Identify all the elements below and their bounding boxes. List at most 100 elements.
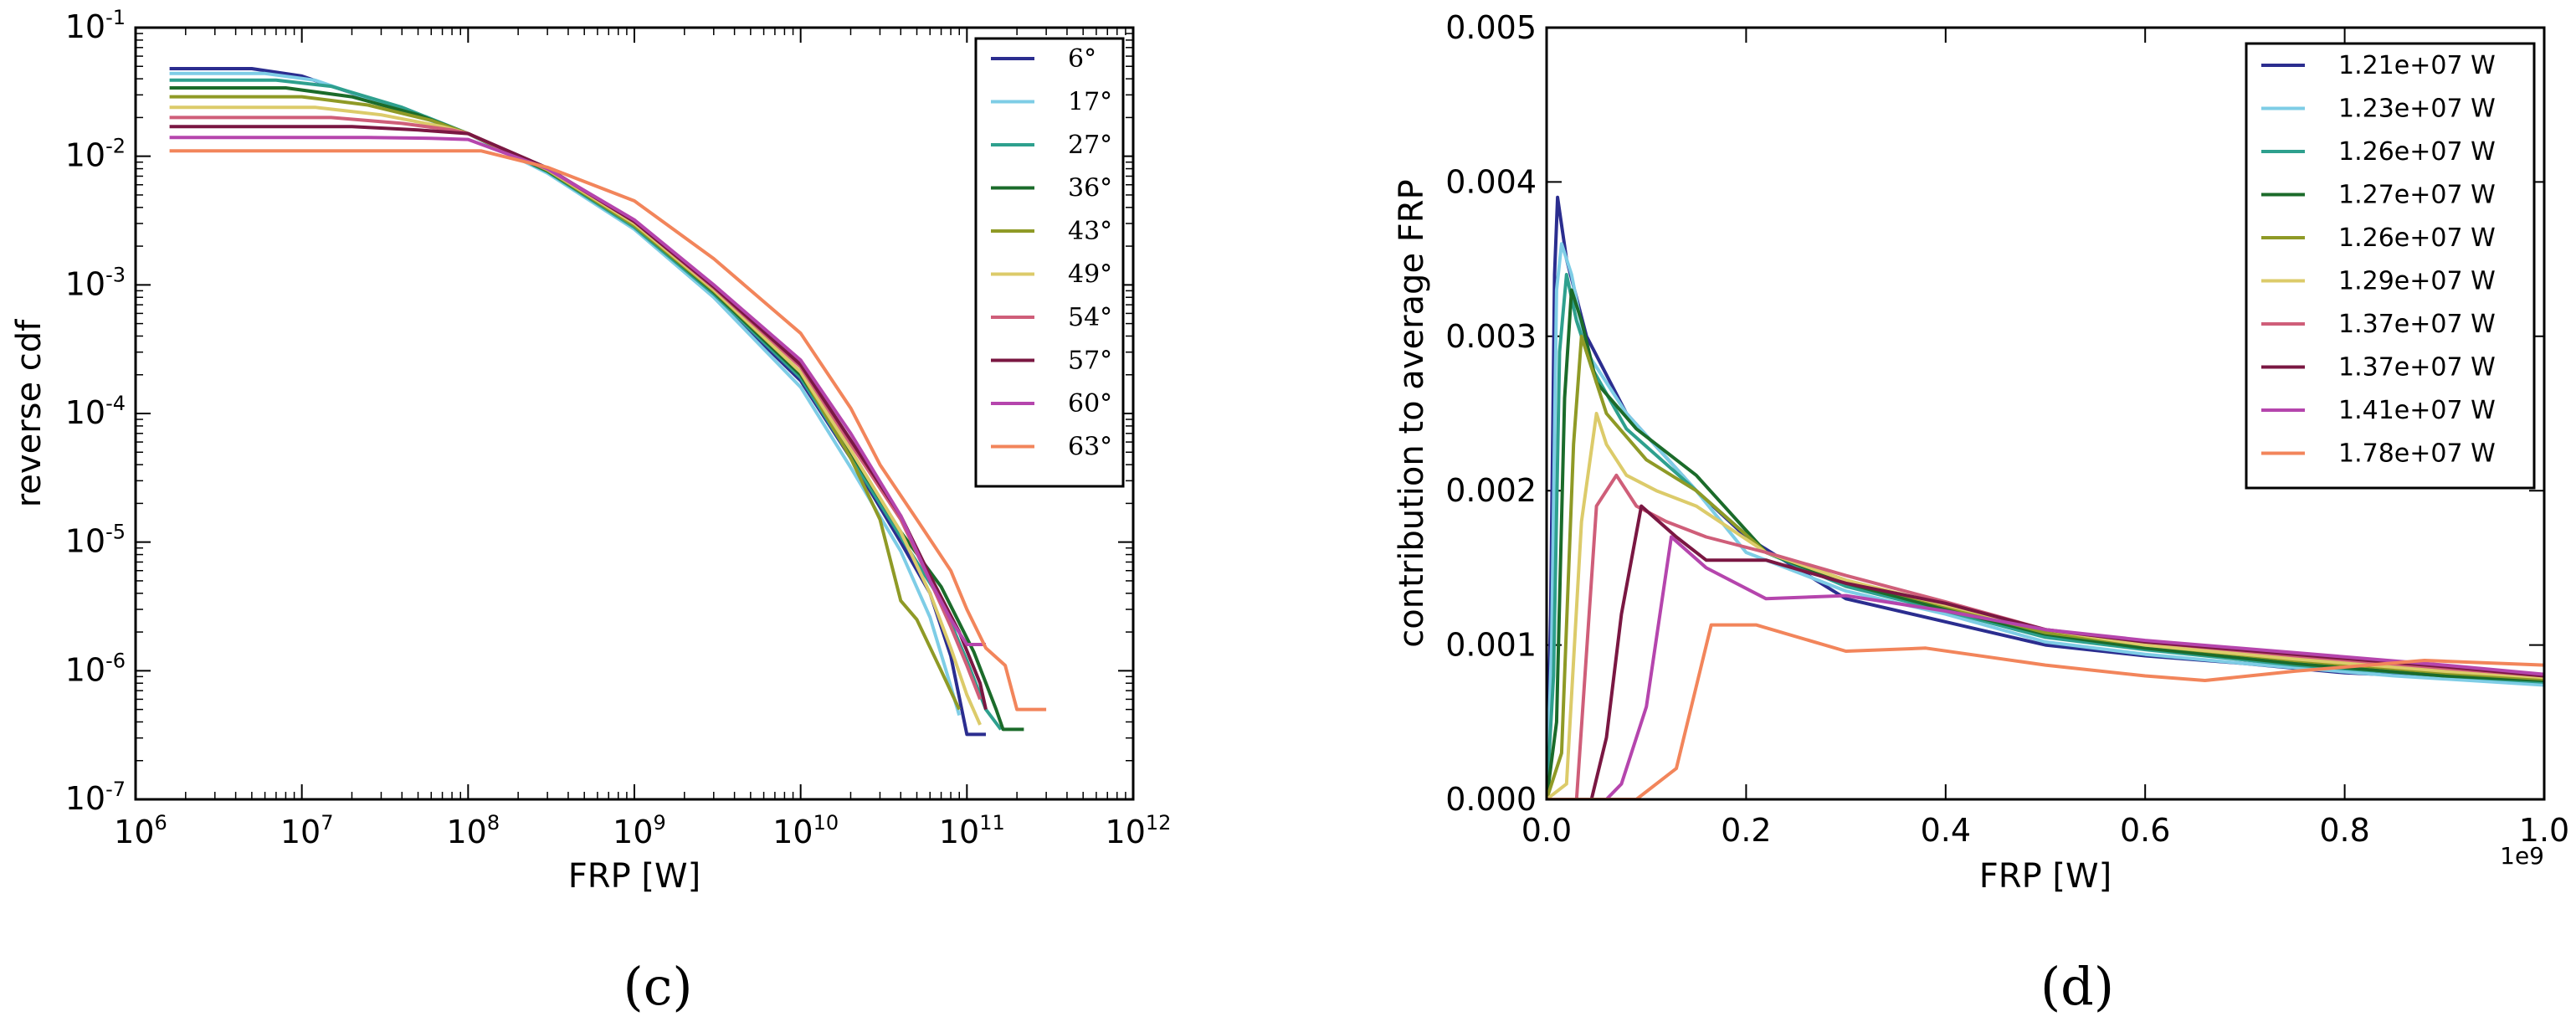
series-line-27°: [169, 78, 1003, 731]
series-line-63°: [169, 149, 1047, 711]
x-tick-label: 1010: [772, 811, 839, 850]
y-tick-base: 10: [65, 265, 105, 302]
x-tick-label: 0.2: [1721, 812, 1771, 849]
y-tick-label: 10-7: [65, 778, 126, 817]
y-tick-exponent: -6: [105, 649, 126, 672]
x-tick-label: 0.8: [2319, 812, 2369, 849]
series-line-60°: [169, 136, 986, 646]
x-tick-base: 10: [280, 814, 321, 850]
x-tick-label: 107: [280, 811, 334, 850]
series-line-49°: [169, 105, 982, 726]
series-group: [169, 67, 1047, 737]
y-tick-base: 10: [65, 780, 105, 817]
series-line-17°: [169, 71, 962, 716]
x-tick-label: 0.6: [2120, 812, 2170, 849]
y-tick-exponent: -5: [105, 521, 126, 544]
series-line-7: [1547, 504, 2544, 799]
legend: 6° 17° 27° 36° 43° 49° 54° 57° 60° 63°: [974, 37, 1125, 488]
y-axis-label: reverse cdf: [10, 319, 49, 507]
legend: 1.21e+07 W 1.23e+07 W 1.26e+07 W 1.27e+07 W…: [2245, 42, 2536, 490]
x-tick-label: 0.4: [1921, 812, 1971, 849]
x-tick-label: 1011: [939, 811, 1005, 850]
y-tick-label: 0.003: [1445, 318, 1537, 355]
legend-label: 54°: [1068, 303, 1112, 332]
legend-label: 1.23e+07 W: [2338, 95, 2496, 124]
legend-box: [2245, 42, 2536, 490]
panel-c: 106 107 108 109 1010 1011 101210-710-610-510-4…: [10, 6, 1171, 1017]
x-tick-label: 109: [613, 811, 666, 850]
legend-label: 6°: [1068, 44, 1096, 74]
y-tick-exponent: -1: [105, 6, 126, 29]
legend-label: 1.29e+07 W: [2338, 267, 2496, 296]
x-tick-exponent: 10: [813, 811, 839, 835]
series-line-6°: [169, 67, 986, 737]
y-tick-base: 10: [65, 523, 105, 560]
series-group: [1547, 195, 2544, 799]
legend-label: 36°: [1068, 174, 1112, 203]
y-tick-label: 10-5: [65, 521, 126, 560]
x-tick-label: 106: [114, 811, 167, 850]
series-line-3: [1547, 288, 2544, 799]
series-line-57°: [169, 125, 988, 711]
y-tick-exponent: -2: [105, 135, 126, 158]
x-tick-exponent: 8: [487, 811, 500, 835]
panel-d: 0.0 0.2 0.4 0.6 0.8 1.0 0.000 0.001 0.002 0.003 0.…: [1393, 9, 2569, 1017]
x-tick-base: 10: [1106, 814, 1146, 850]
legend-label: 43°: [1068, 217, 1112, 246]
x-offset-label: 1e9: [2500, 842, 2544, 870]
x-axis-label: FRP [W]: [1979, 857, 2112, 896]
x-tick-label: 1012: [1106, 811, 1172, 850]
legend-label: 1.41e+07 W: [2338, 396, 2496, 425]
panel-label-c: (c): [623, 956, 692, 1017]
y-axis-label: contribution to average FRP: [1393, 179, 1431, 647]
x-tick-exponent: 6: [155, 811, 167, 835]
y-tick-label: 10-3: [65, 263, 126, 302]
y-tick-label: 0.001: [1445, 627, 1537, 664]
y-tick-label: 0.000: [1445, 781, 1537, 818]
legend-label: 17°: [1068, 88, 1112, 117]
legend-box: [974, 37, 1125, 488]
x-tick-exponent: 12: [1146, 811, 1172, 835]
y-tick-exponent: -3: [105, 263, 126, 286]
series-line-43°: [169, 95, 962, 711]
x-tick-base: 10: [939, 814, 979, 850]
x-tick-base: 10: [613, 814, 653, 850]
y-tick-label: 0.005: [1445, 9, 1537, 46]
y-tick-label: 0.002: [1445, 472, 1537, 509]
y-tick-label: 10-6: [65, 649, 126, 688]
y-tick-base: 10: [65, 8, 105, 45]
series-line-9: [1547, 623, 2544, 799]
legend-label: 1.26e+07 W: [2338, 223, 2496, 253]
y-tick-label: 10-4: [65, 392, 126, 431]
x-tick-label: 108: [447, 811, 500, 850]
panel-label-d: (d): [2040, 956, 2114, 1017]
legend-label: 1.78e+07 W: [2338, 439, 2496, 469]
legend-label: 1.27e+07 W: [2338, 181, 2496, 210]
plot-frame: [134, 26, 1135, 801]
legend-label: 60°: [1068, 389, 1112, 419]
legend-label: 1.26e+07 W: [2338, 137, 2496, 167]
x-tick-base: 10: [772, 814, 813, 850]
x-tick-exponent: 9: [654, 811, 666, 835]
legend-label: 63°: [1068, 433, 1112, 462]
legend-label: 1.37e+07 W: [2338, 310, 2496, 339]
series-line-8: [1547, 535, 2544, 799]
legend-label: 27°: [1068, 131, 1112, 160]
x-tick-exponent: 7: [321, 811, 333, 835]
y-tick-label: 0.004: [1445, 163, 1537, 200]
series-line-36°: [169, 86, 1024, 732]
series-line-5: [1547, 412, 2544, 799]
y-tick-label: 10-1: [65, 6, 126, 45]
x-tick-exponent: 11: [979, 811, 1005, 835]
y-tick-exponent: -4: [105, 392, 126, 415]
y-tick-exponent: -7: [105, 778, 126, 801]
legend-label: 57°: [1068, 347, 1112, 376]
x-tick-base: 10: [447, 814, 487, 850]
legend-label: 1.37e+07 W: [2338, 353, 2496, 383]
x-tick-label: 1.0: [2519, 812, 2569, 849]
legend-label: 49°: [1068, 260, 1112, 290]
y-tick-base: 10: [65, 137, 105, 174]
x-axis-label: FRP [W]: [568, 857, 700, 896]
y-tick-label: 10-2: [65, 135, 126, 174]
